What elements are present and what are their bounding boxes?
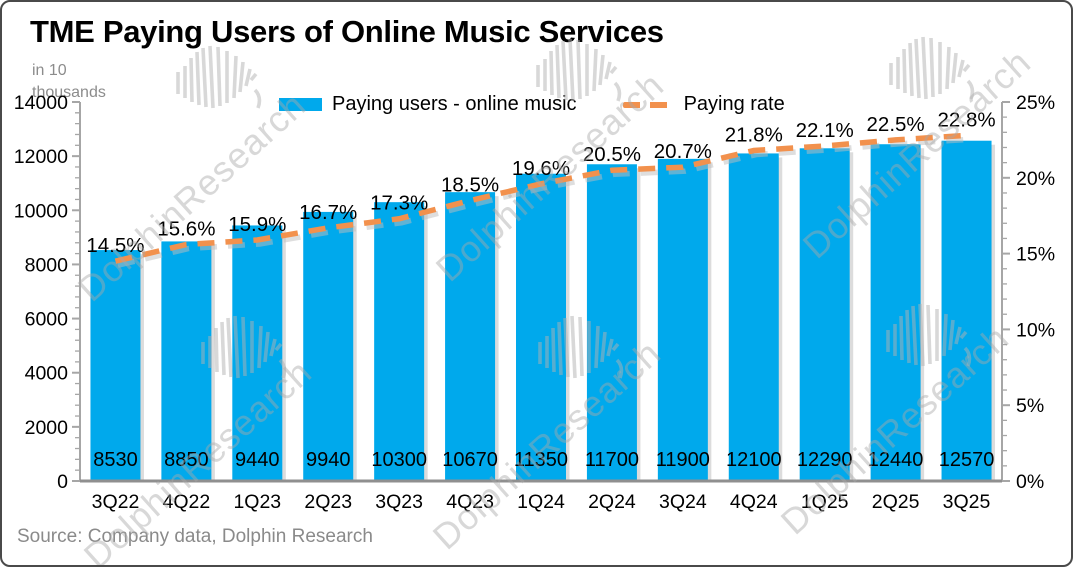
bar-3Q23 [374, 202, 425, 481]
bar-3Q24 [657, 158, 708, 481]
bar-value-label: 12290 [797, 449, 853, 471]
right-axis-tick-label: 20% [1016, 168, 1055, 190]
left-axis-tick-label: 4000 [25, 363, 69, 385]
legend-item-paying-users: Paying users - online music [279, 93, 577, 116]
bar-value-label: 12440 [868, 449, 924, 471]
x-axis-label: 3Q24 [659, 491, 707, 513]
legend-item-paying-rate: Paying rate [622, 93, 785, 116]
left-axis-tick-label: 14000 [14, 92, 68, 114]
x-axis-label: 4Q22 [163, 491, 211, 513]
x-axis-label: 4Q23 [446, 491, 494, 513]
bar-1Q23 [232, 225, 283, 481]
left-axis-tick-label: 8000 [25, 254, 69, 276]
bar-value-label: 11900 [656, 449, 710, 471]
left-axis-tick-label: 6000 [25, 309, 69, 331]
x-axis-label: 2Q23 [304, 491, 352, 513]
paying-rate-label: 18.5% [441, 174, 499, 197]
paying-rate-label: 17.3% [370, 192, 428, 215]
right-axis-tick-label: 15% [1016, 244, 1055, 266]
paying-rate-label: 16.7% [299, 201, 357, 224]
left-axis-tick-label: 2000 [25, 417, 69, 439]
bar-value-label: 12570 [939, 449, 995, 471]
right-axis-tick-label: 5% [1016, 395, 1044, 417]
bar-value-label: 9440 [235, 449, 280, 471]
bar-2Q24 [586, 164, 637, 481]
left-axis-tick-label: 12000 [14, 146, 68, 168]
x-axis-label: 1Q25 [801, 491, 849, 513]
bar-3Q25 [941, 140, 992, 481]
bar-2Q25 [870, 144, 921, 481]
bar-value-label: 8530 [93, 449, 138, 471]
bar-2Q23 [303, 211, 354, 481]
x-axis-label: 2Q25 [872, 491, 920, 513]
paying-rate-label: 14.5% [86, 234, 144, 257]
paying-rate-label: 21.8% [725, 124, 783, 147]
x-axis-label: 1Q23 [233, 491, 281, 513]
bar-value-label: 9940 [306, 449, 351, 471]
paying-rate-label: 20.5% [583, 143, 641, 166]
left-axis-tick-label: 10000 [14, 200, 68, 222]
x-axis-label: 1Q24 [517, 491, 565, 513]
right-axis-tick-label: 25% [1016, 92, 1055, 114]
bar-3Q22 [90, 250, 141, 481]
bar-4Q24 [728, 153, 779, 481]
paying-rate-label: 15.6% [157, 218, 215, 241]
left-axis-tick-label: 0 [57, 471, 68, 493]
source-note: Source: Company data, Dolphin Research [17, 526, 373, 547]
bar-value-label: 8850 [164, 449, 209, 471]
legend-label-paying-users: Paying users - online music [332, 93, 577, 115]
page-title: TME Paying Users of Online Music Service… [30, 14, 664, 49]
x-axis-label: 4Q24 [730, 491, 778, 513]
paying-rate-line-shadow [117, 136, 970, 268]
bar-value-label: 12100 [726, 449, 782, 471]
x-axis-label: 3Q23 [375, 491, 423, 513]
bar-value-label: 10670 [442, 449, 498, 471]
x-axis-label: 3Q22 [92, 491, 140, 513]
bar-1Q25 [799, 148, 850, 481]
paying-rate-label: 22.1% [796, 119, 854, 142]
right-axis-tick-label: 0% [1016, 471, 1044, 493]
bar-4Q22 [161, 241, 212, 481]
bar-value-label: 10300 [371, 449, 427, 471]
bar-swatch-icon [279, 98, 322, 111]
paying-rate-label: 15.9% [228, 213, 286, 236]
dashed-line-swatch-icon [622, 101, 673, 108]
paying-rate-label: 22.8% [937, 108, 995, 131]
x-axis-label: 2Q24 [588, 491, 636, 513]
paying-rate-line [114, 132, 967, 264]
bar-1Q24 [516, 173, 566, 481]
paying-rate-label: 19.6% [512, 157, 570, 180]
bar-value-label: 11700 [585, 449, 639, 471]
x-axis-label: 3Q25 [943, 491, 991, 513]
paying-rate-label: 20.7% [654, 140, 712, 163]
legend-label-paying-rate: Paying rate [683, 93, 785, 115]
chart-legend: Paying users - online music Paying rate [279, 93, 785, 116]
axis-unit-note: in 10 thousands [32, 62, 106, 102]
bar-value-label: 11350 [514, 449, 568, 471]
paying-rate-label: 22.5% [867, 113, 925, 136]
right-axis-tick-label: 10% [1016, 319, 1055, 341]
bar-4Q23 [445, 192, 496, 481]
